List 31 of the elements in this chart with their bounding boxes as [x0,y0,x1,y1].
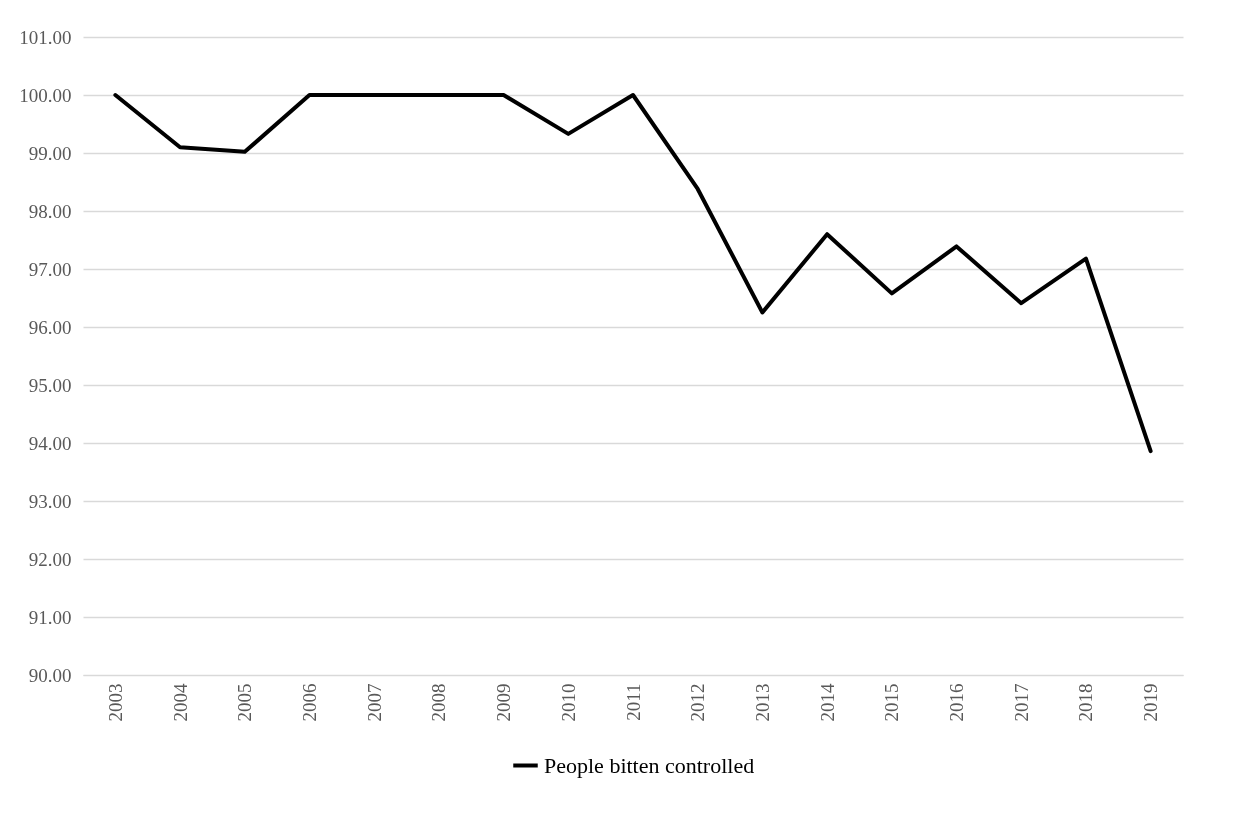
y-tick-label: 97.00 [28,258,72,280]
x-tick-label: 2019 [1140,683,1162,722]
x-tick-label: 2017 [1010,683,1032,722]
x-tick-label: 2009 [493,683,515,722]
x-tick-label: 2007 [363,683,385,722]
y-tick-label: 93.00 [28,490,72,512]
y-tick-label: 92.00 [28,548,72,570]
y-tick-label: 91.00 [28,606,72,628]
y-tick-label: 98.00 [28,200,72,222]
x-tick-label: 2010 [557,683,579,722]
y-tick-label: 94.00 [28,432,72,454]
x-tick-label: 2016 [946,683,968,722]
legend-label: People bitten controlled [544,752,755,778]
y-tick-label: 101.00 [19,26,72,48]
x-tick-label: 2014 [816,683,838,722]
x-tick-label: 2006 [298,683,320,722]
y-tick-label: 90.00 [28,664,72,686]
y-tick-label: 95.00 [28,374,72,396]
x-tick-label: 2008 [428,683,450,722]
y-tick-label: 96.00 [28,316,72,338]
x-tick-label: 2004 [169,683,191,722]
x-tick-label: 2011 [622,683,644,721]
x-tick-label: 2012 [687,683,709,722]
y-tick-label: 100.00 [19,84,72,106]
y-tick-label: 99.00 [28,142,72,164]
x-tick-label: 2005 [234,683,256,722]
x-tick-label: 2013 [751,683,773,722]
line-series [113,93,1153,454]
x-tick-label: 2015 [881,683,903,722]
x-tick-label: 2003 [104,683,126,722]
x-tick-label: 2018 [1075,683,1097,722]
